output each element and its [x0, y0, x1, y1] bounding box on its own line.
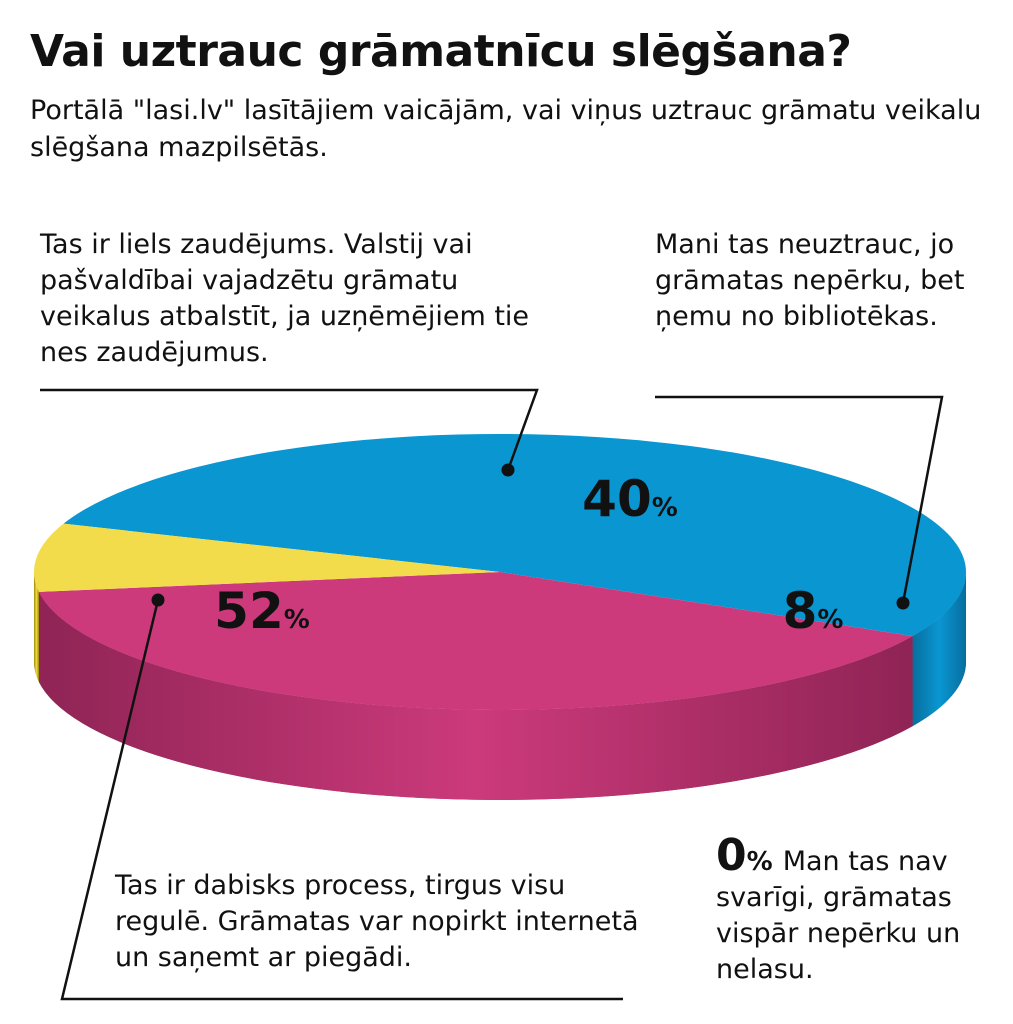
slice-8-description: Mani tas neuztrauc, jo grāmatas nepērku,…	[655, 229, 965, 332]
slice-40-value-label: 40%	[582, 470, 678, 528]
slice-52-side	[912, 572, 966, 727]
chart-title: Vai uztrauc grāmatnīcu slēgšana?	[30, 26, 852, 77]
slice-40-leader-line	[40, 388, 539, 471]
slice-8-side	[34, 572, 39, 682]
slice-52-value-label: 52%	[214, 582, 310, 640]
slice-52-leader-dot	[151, 593, 165, 607]
slice-40-side	[38, 591, 913, 801]
slice-0-annotation: 0% Man tas nav svarīgi, grāmatas vispār n…	[716, 834, 996, 988]
slice-0-percent-sign: %	[746, 847, 773, 877]
slice-40-description: Tas ir liels zaudējums. Valstij vai pašv…	[40, 229, 530, 368]
slice-8-top	[33, 523, 501, 592]
slice-52-leader-line	[60, 599, 623, 1001]
slice-0-description: Man tas nav svarīgi, grāmatas vispār nep…	[716, 846, 961, 985]
slice-8-leader-dot	[896, 596, 910, 610]
slice-0-value: 0	[716, 830, 747, 881]
slice-40-top	[38, 572, 913, 711]
chart-subtitle: Portālā "lasi.lv" lasītājiem vaicājām, v…	[30, 95, 982, 163]
slice-8-leader-line	[655, 395, 944, 604]
slice-8-value-label: 8%	[783, 582, 844, 640]
slice-52-description: Tas ir dabisks process, tirgus visu regu…	[115, 870, 639, 973]
slice-40-leader-dot	[501, 463, 515, 477]
slice-52-top	[63, 434, 966, 637]
